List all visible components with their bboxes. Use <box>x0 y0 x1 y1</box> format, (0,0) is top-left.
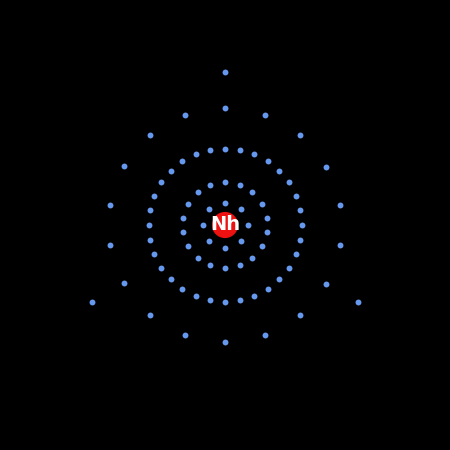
Point <box>261 112 269 119</box>
Point <box>221 230 229 238</box>
Point <box>146 311 153 318</box>
Point <box>323 280 330 287</box>
Point <box>207 261 214 269</box>
Point <box>120 163 127 170</box>
Point <box>221 68 229 76</box>
Point <box>199 221 206 229</box>
Point <box>145 221 152 229</box>
Point <box>207 297 214 304</box>
Point <box>221 179 229 186</box>
Point <box>167 275 175 283</box>
Point <box>264 214 271 221</box>
Point <box>264 285 271 292</box>
Point <box>89 298 96 305</box>
Point <box>167 167 175 175</box>
Point <box>292 192 299 199</box>
Point <box>179 229 186 236</box>
Point <box>207 181 214 189</box>
Point <box>192 292 199 299</box>
Point <box>249 254 256 261</box>
Point <box>158 179 165 186</box>
Point <box>244 221 251 229</box>
Point <box>221 104 229 112</box>
Point <box>237 237 244 244</box>
Point <box>179 285 186 292</box>
Point <box>179 214 186 221</box>
Point <box>236 181 243 189</box>
Point <box>354 298 361 305</box>
Point <box>221 199 229 206</box>
Point <box>184 243 192 250</box>
Point <box>237 206 244 213</box>
Point <box>258 200 265 207</box>
Point <box>337 201 344 208</box>
Point <box>264 229 271 236</box>
Point <box>206 206 213 213</box>
Point <box>221 338 229 346</box>
Point <box>297 207 304 214</box>
Point <box>221 145 229 152</box>
Point <box>146 132 153 139</box>
Point <box>297 132 304 139</box>
Point <box>275 275 283 283</box>
Circle shape <box>212 213 238 238</box>
Point <box>120 280 127 287</box>
Point <box>285 179 292 186</box>
Point <box>221 264 229 271</box>
Point <box>221 298 229 305</box>
Point <box>264 158 271 165</box>
Point <box>261 331 269 338</box>
Point <box>106 201 113 208</box>
Text: Nh: Nh <box>210 216 240 234</box>
Point <box>221 244 229 251</box>
Point <box>179 158 186 165</box>
Point <box>298 221 305 229</box>
Point <box>206 237 213 244</box>
Point <box>207 146 214 153</box>
Point <box>194 254 201 261</box>
Point <box>221 212 229 220</box>
Point <box>297 236 304 243</box>
Point <box>251 292 258 299</box>
Point <box>249 189 256 196</box>
Point <box>158 264 165 271</box>
Point <box>251 151 258 158</box>
Point <box>181 112 189 119</box>
Point <box>146 236 153 243</box>
Point <box>181 331 189 338</box>
Point <box>106 242 113 249</box>
Point <box>337 242 344 249</box>
Point <box>146 207 153 214</box>
Point <box>275 167 283 175</box>
Point <box>184 200 192 207</box>
Point <box>236 297 243 304</box>
Point <box>194 189 201 196</box>
Point <box>151 251 158 258</box>
Point <box>297 311 304 318</box>
Point <box>323 163 330 170</box>
Point <box>285 264 292 271</box>
Point <box>292 251 299 258</box>
Point <box>258 243 265 250</box>
Point <box>151 192 158 199</box>
Point <box>236 261 243 269</box>
Point <box>192 151 199 158</box>
Point <box>236 146 243 153</box>
